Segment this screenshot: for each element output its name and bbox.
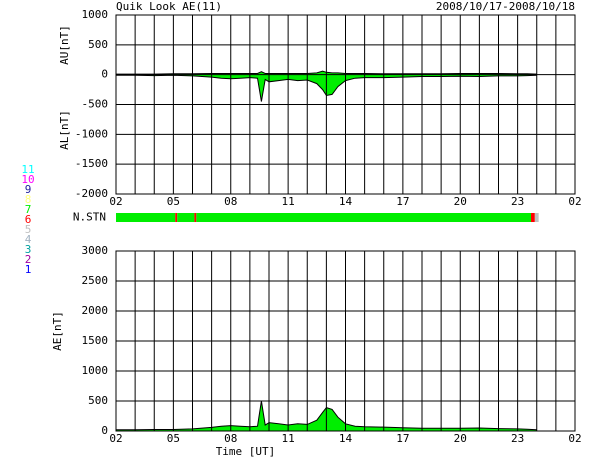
- x-tick-label: 02: [568, 195, 581, 208]
- y-tick-label: 1000: [82, 8, 109, 21]
- y-tick-label: 0: [101, 68, 108, 81]
- y-tick-label: 0: [101, 424, 108, 437]
- x-tick-label: 11: [282, 432, 295, 445]
- y-tick-label: 2000: [82, 304, 109, 317]
- legend-label: 3: [25, 243, 32, 256]
- x-tick-label: 23: [511, 432, 524, 445]
- y-tick-label: -1500: [75, 157, 108, 170]
- y-tick-label: -2000: [75, 187, 108, 200]
- legend-label: 11: [21, 163, 34, 176]
- y-tick-label: 500: [88, 394, 108, 407]
- legend-label: 5: [25, 223, 32, 236]
- legend-label: 4: [25, 233, 32, 246]
- station-segment: [531, 213, 535, 222]
- legend-label: 10: [21, 173, 34, 186]
- x-tick-label: 14: [339, 432, 353, 445]
- legend-label: 2: [25, 253, 32, 266]
- y-tick-label: 3000: [82, 244, 109, 257]
- x-tick-label: 20: [454, 195, 467, 208]
- station-segment: [194, 213, 197, 222]
- x-tick-label: 17: [396, 432, 409, 445]
- y-tick-label: 500: [88, 38, 108, 51]
- chart-subtitle: 2008/10/17-2008/10/18: [436, 0, 575, 13]
- station-segment: [196, 213, 532, 222]
- x-tick-label: 23: [511, 195, 524, 208]
- x-tick-label: 20: [454, 432, 467, 445]
- x-tick-label: 05: [167, 195, 180, 208]
- data-line: [116, 400, 537, 431]
- chart-title: Quik Look AE(11): [116, 0, 222, 13]
- y-tick-label: -1000: [75, 127, 108, 140]
- y-axis-label: AU[nT]: [58, 25, 71, 65]
- legend-label: 7: [25, 203, 32, 216]
- legend-label: 9: [25, 183, 32, 196]
- legend-label: 1: [25, 263, 32, 276]
- data-line: [116, 70, 537, 75]
- x-tick-label: 08: [224, 195, 237, 208]
- x-tick-label: 17: [396, 195, 409, 208]
- strip-label: N.STN: [73, 211, 106, 224]
- x-tick-label: 02: [568, 432, 581, 445]
- y-tick-label: 1000: [82, 364, 109, 377]
- x-tick-label: 14: [339, 195, 353, 208]
- station-segment: [177, 213, 195, 222]
- y-tick-label: 2500: [82, 274, 109, 287]
- station-segment: [116, 213, 176, 222]
- legend-label: 8: [25, 193, 32, 206]
- x-tick-label: 02: [109, 432, 122, 445]
- y-axis-label: AL[nT]: [58, 110, 71, 150]
- x-tick-label: 05: [167, 432, 180, 445]
- data-line: [116, 74, 537, 102]
- y-tick-label: -500: [82, 98, 109, 111]
- station-segment: [534, 213, 539, 222]
- x-tick-label: 02: [109, 195, 122, 208]
- y-tick-label: 1500: [82, 334, 109, 347]
- legend-label: 6: [25, 213, 32, 226]
- x-axis-label: Time [UT]: [216, 445, 276, 458]
- x-tick-label: 08: [224, 432, 237, 445]
- y-axis-label: AE[nT]: [51, 311, 64, 351]
- x-tick-label: 11: [282, 195, 295, 208]
- station-segment: [175, 213, 178, 222]
